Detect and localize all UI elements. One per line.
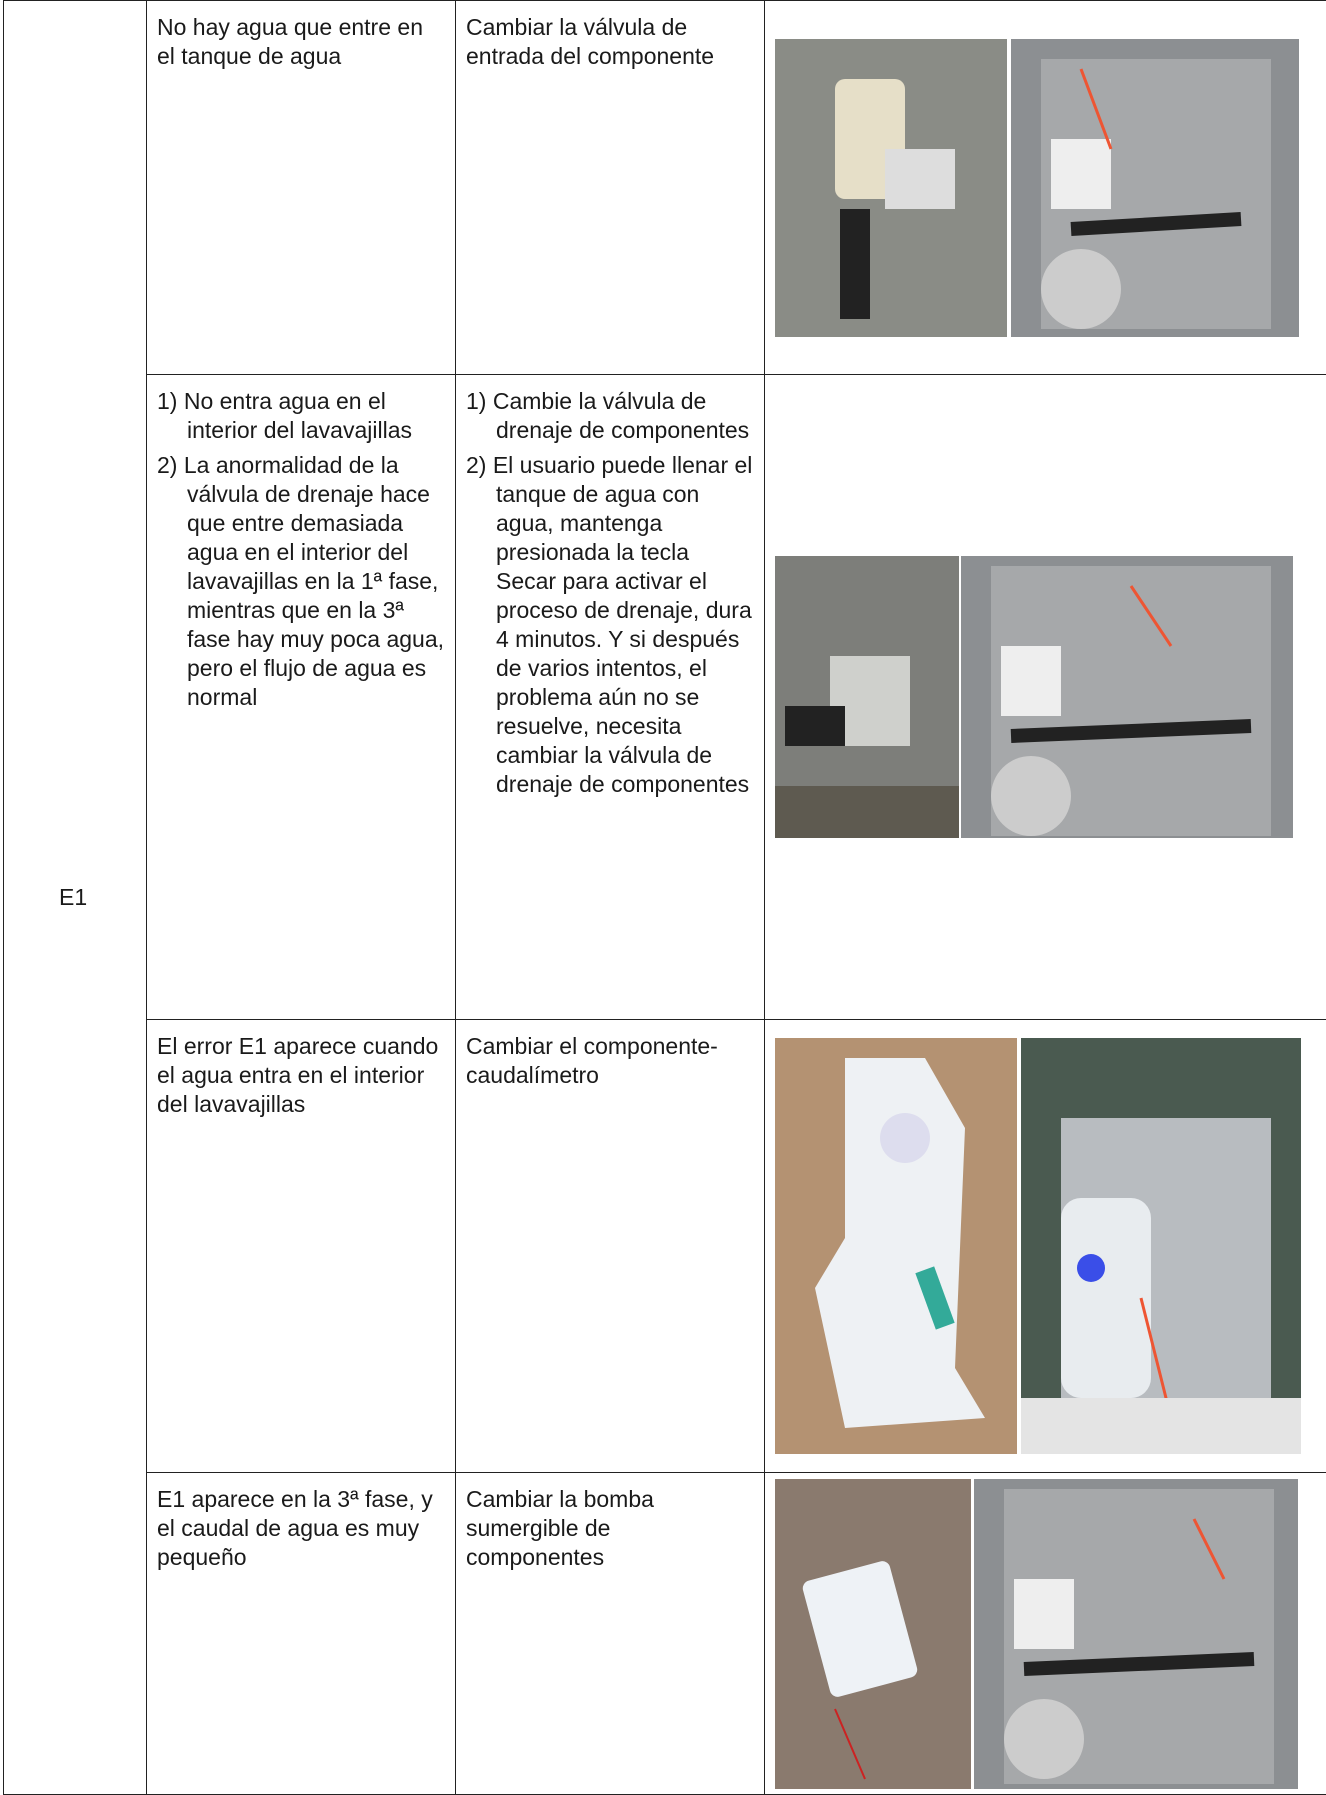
list-item: 1) No entra agua en el interior del lava… (157, 387, 445, 445)
table-row: E1 No hay agua que entre en el tanque de… (4, 1, 1326, 375)
photo (1021, 1038, 1301, 1454)
table-cell (765, 1473, 1326, 1795)
table-cell (765, 1, 1326, 375)
photo (775, 556, 959, 838)
solution: Cambiar el componente-caudalímetro (456, 1020, 765, 1473)
photo (775, 1038, 1017, 1454)
photo (775, 1479, 971, 1789)
photo (974, 1479, 1298, 1789)
cause: El error E1 aparece cuando el agua entra… (147, 1020, 456, 1473)
list-item: 2) La anormalidad de la válvula de drena… (157, 451, 445, 712)
cause: No hay agua que entre en el tanque de ag… (147, 1, 456, 375)
photo (961, 556, 1293, 838)
list-item: 2) El usuario puede llenar el tanque de … (466, 451, 754, 799)
table-row: El error E1 aparece cuando el agua entra… (4, 1020, 1326, 1473)
troubleshooting-table: E1 No hay agua que entre en el tanque de… (3, 0, 1326, 1795)
solution: 1) Cambie la válvula de drenaje de compo… (456, 375, 765, 1020)
table-cell (765, 1020, 1326, 1473)
list-item: 1) Cambie la válvula de drenaje de compo… (466, 387, 754, 445)
photo (775, 39, 1007, 337)
solution: Cambiar la válvula de entrada del compon… (456, 1, 765, 375)
table-cell (765, 375, 1326, 1020)
cause: 1) No entra agua en el interior del lava… (147, 375, 456, 1020)
solution: Cambiar la bomba sumergible de component… (456, 1473, 765, 1795)
cause: E1 aparece en la 3ª fase, y el caudal de… (147, 1473, 456, 1795)
table-row: E1 aparece en la 3ª fase, y el caudal de… (4, 1473, 1326, 1795)
error-code: E1 (4, 1, 147, 1795)
table-row: 1) No entra agua en el interior del lava… (4, 375, 1326, 1020)
photo (1011, 39, 1299, 337)
